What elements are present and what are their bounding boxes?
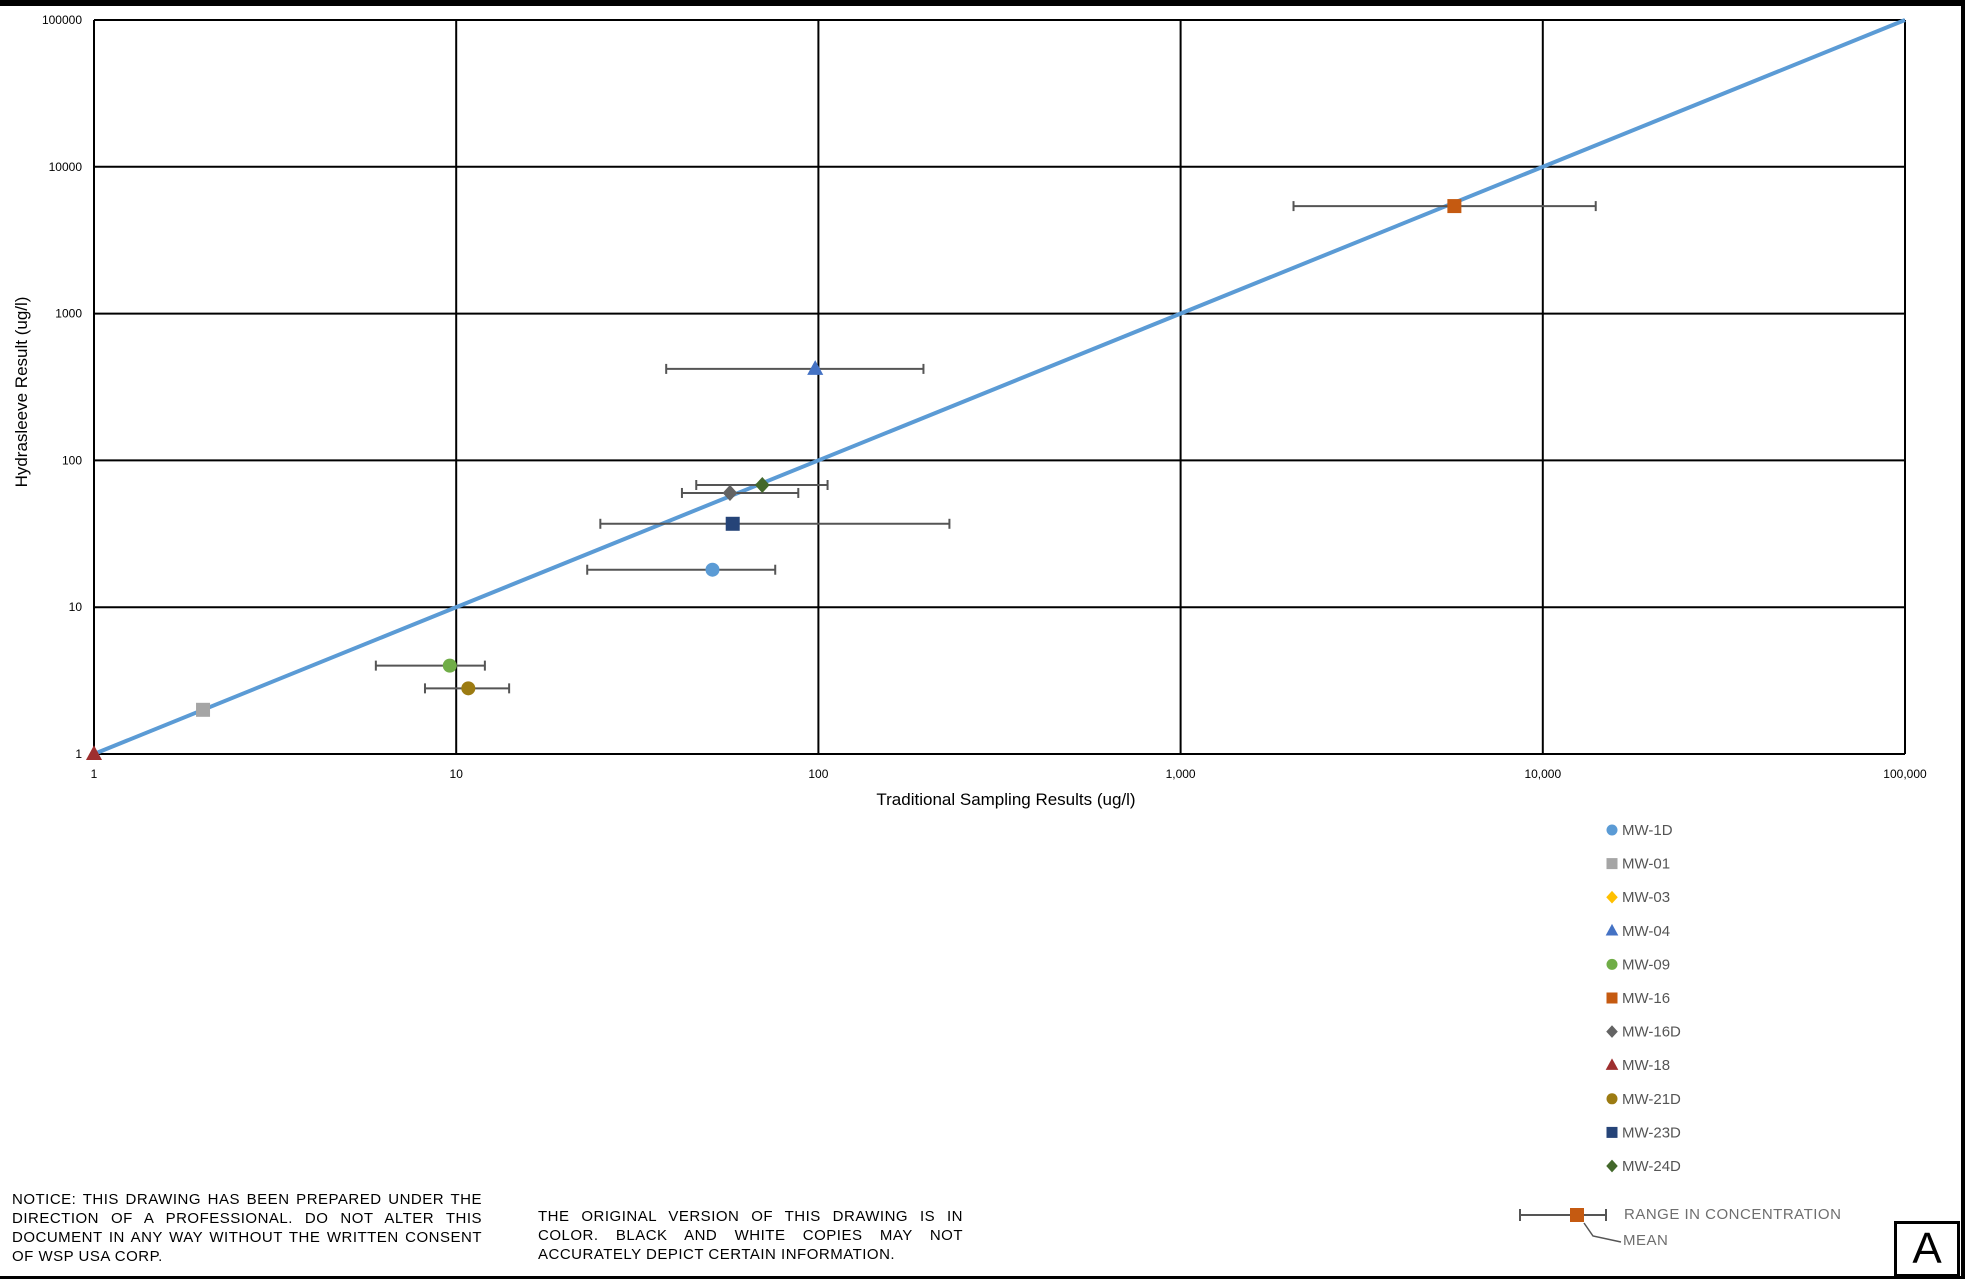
key-range-label: RANGE IN CONCENTRATION [1624,1206,1842,1223]
y-tick-label: 1 [75,747,82,761]
point-mw-18 [85,745,103,760]
key-mean-leader [1583,1222,1622,1243]
notice-text: NOTICE: THIS DRAWING HAS BEEN PREPARED U… [12,1191,482,1265]
legend-label-mw-24d: MW-24D [1622,1158,1681,1175]
legend-label-mw-21d: MW-21D [1622,1091,1681,1108]
x-tick-label: 10,000 [1524,767,1561,781]
legend-label-mw-1d: MW-1D [1622,822,1673,839]
point-mw-04 [807,360,824,375]
legend-label-mw-03: MW-03 [1622,889,1670,906]
legend-marker-mw-1d [1606,824,1618,836]
legend-label-mw-16d: MW-16D [1622,1024,1681,1041]
x-tick-label: 10 [450,767,464,781]
y-tick-label: 100 [62,453,82,467]
legend-label-mw-16: MW-16 [1622,990,1670,1007]
y-axis-label: Hydrasleeve Result (ug/l) [12,297,31,488]
x-tick-label: 100 [808,767,828,781]
legend-marker-mw-18 [1605,1058,1619,1070]
sheet-label: A [1894,1221,1960,1277]
legend-marker-mw-23d [1606,1126,1618,1138]
point-mw-23d [725,516,740,531]
color-note-text: THE ORIGINAL VERSION OF THIS DRAWING IS … [538,1208,963,1263]
legend-label-mw-09: MW-09 [1622,956,1670,973]
point-mw-24d [754,476,770,494]
point-mw-01 [196,702,211,717]
point-mw-16 [1447,199,1462,214]
x-axis-label: Traditional Sampling Results (ug/l) [876,790,1135,809]
point-mw-16d [722,484,738,502]
legend-label-mw-18: MW-18 [1622,1057,1670,1074]
legend-label-mw-04: MW-04 [1622,923,1670,940]
legend-marker-mw-04 [1605,923,1619,936]
key-mean-label: MEAN [1623,1232,1669,1249]
legend-marker-mw-16d [1606,1025,1618,1038]
legend-marker-mw-01 [1606,858,1618,870]
legend-marker-mw-09 [1606,958,1618,970]
y-tick-label: 100000 [42,13,82,27]
legend-marker-mw-21d [1606,1093,1618,1105]
legend-marker-mw-24d [1606,1159,1618,1173]
legend-label-mw-23d: MW-23D [1622,1124,1681,1141]
point-mw-21d [461,681,476,696]
x-tick-label: 100,000 [1883,767,1927,781]
point-mw-1d [705,562,720,577]
legend-marker-mw-03 [1606,890,1618,904]
y-tick-label: 10 [69,600,83,614]
key-mean-marker [1570,1208,1584,1222]
x-tick-label: 1,000 [1166,767,1196,781]
y-tick-label: 1000 [55,307,82,321]
legend-marker-mw-16 [1606,992,1618,1004]
y-tick-label: 10000 [49,160,83,174]
point-mw-09 [442,658,457,673]
one-to-one-line [93,18,1906,756]
x-tick-label: 1 [91,767,98,781]
legend-label-mw-01: MW-01 [1622,856,1670,873]
